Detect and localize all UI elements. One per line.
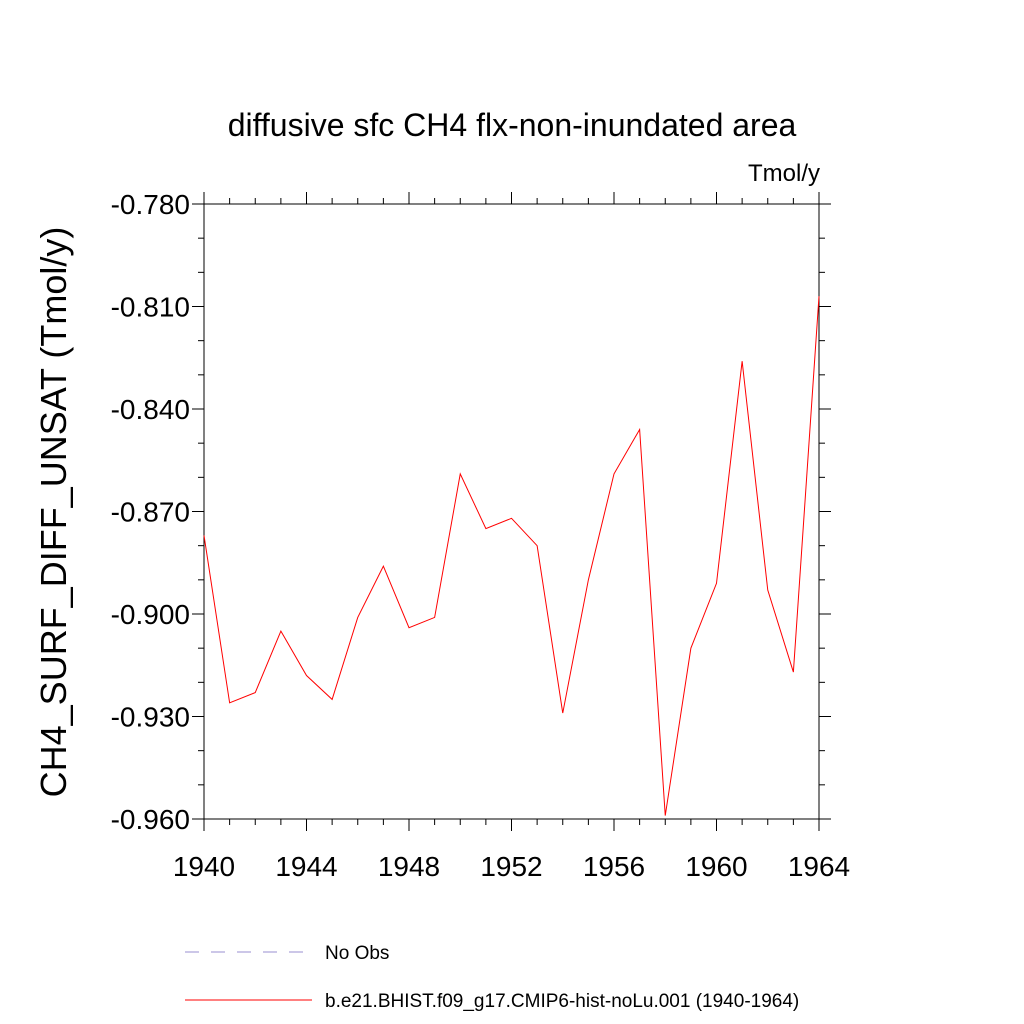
- chart-title: diffusive sfc CH4 flx-non-inundated area: [228, 107, 797, 143]
- x-tick-label: 1944: [275, 851, 337, 882]
- y-tick-label: -0.870: [111, 497, 190, 528]
- units-label: Tmol/y: [748, 160, 820, 187]
- series-lines: [203, 296, 820, 816]
- series-line: [203, 296, 820, 816]
- y-tick-label: -0.960: [111, 804, 190, 835]
- y-tick-label: -0.840: [111, 394, 190, 425]
- x-tick-label: 1940: [173, 851, 235, 882]
- x-tick-labels: 1940 1944 1948 1952 1956 1960 1964: [173, 851, 850, 882]
- legend-label: b.e21.BHIST.f09_g17.CMIP6-hist-noLu.001 …: [325, 991, 799, 1012]
- plot-frame: [203, 203, 820, 820]
- x-tick-label: 1956: [583, 851, 645, 882]
- x-tick-label: 1952: [480, 851, 542, 882]
- y-axis-label: CH4_SURF_DIFF_UNSAT (Tmol/y): [33, 227, 74, 798]
- y-tick-labels: -0.780 -0.810 -0.840 -0.870 -0.900 -0.930 -0.9…: [111, 189, 190, 835]
- legend-label: No Obs: [325, 943, 389, 964]
- x-tick-label: 1964: [788, 851, 850, 882]
- y-tick-label: -0.930: [111, 702, 190, 733]
- legend: No Obs b.e21.BHIST.f09_g17.CMIP6-hist-noL…: [185, 943, 799, 1012]
- y-tick-label: -0.900: [111, 599, 190, 630]
- x-tick-label: 1948: [378, 851, 440, 882]
- y-tick-label: -0.810: [111, 292, 190, 323]
- axis-ticks: [192, 192, 831, 831]
- y-tick-label: -0.780: [111, 189, 190, 220]
- x-tick-label: 1960: [685, 851, 747, 882]
